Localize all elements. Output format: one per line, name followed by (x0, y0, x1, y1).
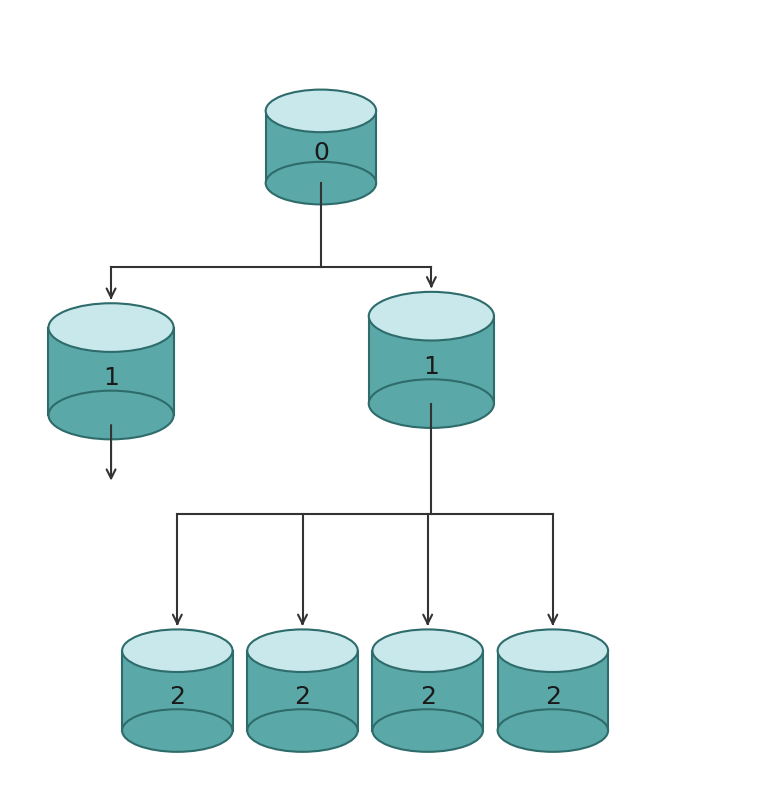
Text: 2: 2 (545, 685, 561, 709)
Ellipse shape (265, 162, 376, 204)
Text: 1: 1 (103, 366, 119, 390)
Polygon shape (373, 651, 483, 730)
Polygon shape (122, 651, 232, 730)
Ellipse shape (373, 630, 483, 672)
Ellipse shape (122, 630, 232, 672)
Polygon shape (265, 111, 376, 183)
Ellipse shape (247, 630, 357, 672)
Ellipse shape (265, 89, 376, 132)
Ellipse shape (373, 710, 483, 752)
Ellipse shape (498, 630, 608, 672)
Text: 2: 2 (295, 685, 311, 709)
Polygon shape (48, 328, 173, 415)
Polygon shape (498, 651, 608, 730)
Ellipse shape (122, 710, 232, 752)
Ellipse shape (48, 390, 173, 440)
Text: 2: 2 (170, 685, 186, 709)
Ellipse shape (369, 379, 494, 428)
Ellipse shape (48, 303, 173, 352)
Ellipse shape (247, 710, 357, 752)
Polygon shape (247, 651, 357, 730)
Text: 1: 1 (423, 355, 439, 379)
Polygon shape (369, 316, 494, 404)
Text: 2: 2 (420, 685, 436, 709)
Ellipse shape (498, 710, 608, 752)
Text: 0: 0 (313, 141, 329, 165)
Ellipse shape (369, 291, 494, 341)
